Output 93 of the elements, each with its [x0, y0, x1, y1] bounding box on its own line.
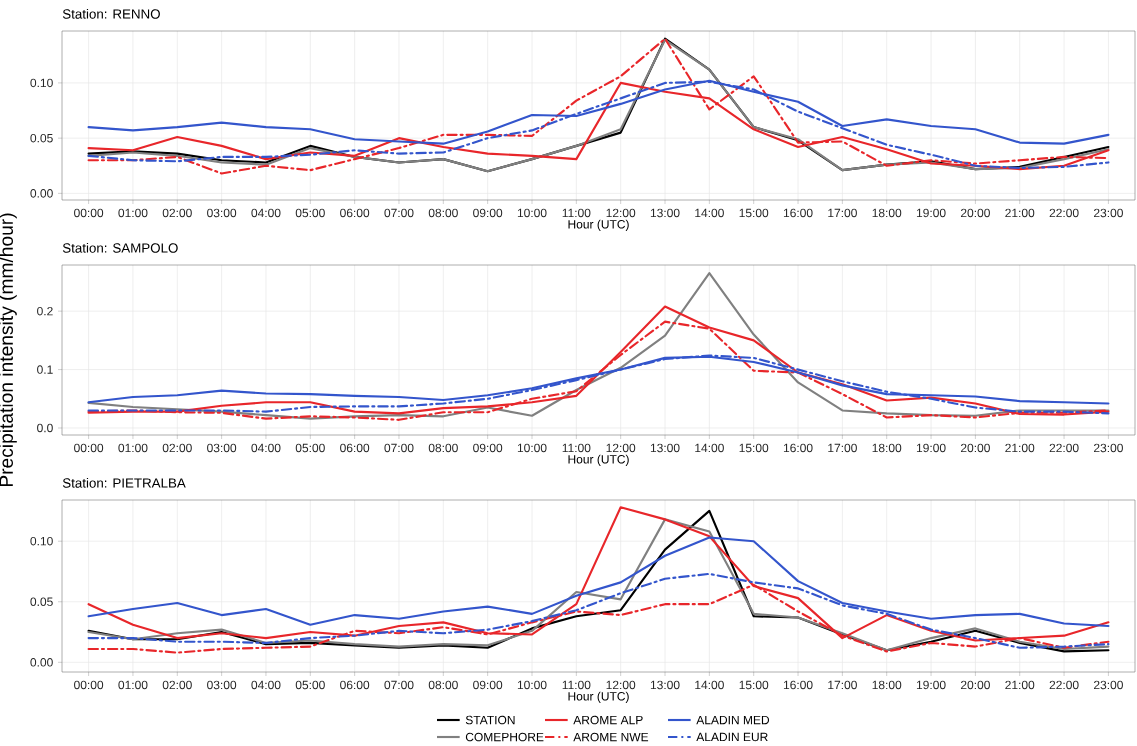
x-tick-label: 23:00 [1094, 680, 1123, 690]
x-tick-label: 19:00 [916, 443, 946, 453]
x-tick-label: 20:00 [960, 680, 990, 690]
legend-label: ALADIN EUR [696, 732, 768, 742]
x-tick-label: 15:00 [739, 208, 769, 218]
x-tick-label: 14:00 [695, 208, 724, 218]
x-tick-label: 07:00 [384, 443, 414, 453]
x-tick-label: 11:00 [562, 443, 591, 453]
x-tick-label: 16:00 [783, 208, 813, 218]
x-tick-label: 16:00 [783, 680, 813, 690]
x-tick-label: 10:00 [517, 443, 547, 453]
x-tick-label: 17:00 [828, 680, 857, 690]
legend-label: STATION [465, 715, 515, 725]
x-tick-label: 21:00 [1005, 208, 1035, 218]
x-tick-label: 22:00 [1049, 208, 1079, 218]
chart-title: Station: PIETRALBA [62, 477, 186, 488]
x-tick-label: 13:00 [650, 680, 680, 690]
x-tick-label: 00:00 [74, 443, 104, 453]
x-tick-label: 01:00 [118, 680, 148, 690]
legend-label: AROME NWE [573, 732, 649, 742]
x-tick-label: 20:00 [960, 443, 990, 453]
x-tick-label: 15:00 [739, 680, 769, 690]
x-tick-label: 14:00 [695, 443, 724, 453]
x-tick-label: 11:00 [562, 680, 591, 690]
x-tick-label: 18:00 [872, 680, 902, 690]
x-tick-label: 02:00 [162, 208, 192, 218]
x-tick-label: 12:00 [606, 680, 636, 690]
x-tick-label: 01:00 [118, 443, 148, 453]
x-tick-label: 05:00 [295, 443, 325, 453]
x-tick-label: 21:00 [1005, 680, 1035, 690]
x-tick-label: 05:00 [295, 680, 325, 690]
x-tick-label: 22:00 [1049, 680, 1079, 690]
legend-label: AROME ALP [573, 715, 643, 725]
x-axis-title: Hour (UTC) [568, 454, 629, 466]
x-tick-label: 15:00 [739, 443, 769, 453]
x-tick-label: 18:00 [872, 208, 902, 218]
x-tick-label: 13:00 [650, 208, 680, 218]
x-tick-label: 18:00 [872, 443, 902, 453]
y-tick-label: 0.10 [30, 78, 53, 88]
x-tick-label: 02:00 [162, 680, 192, 690]
x-tick-label: 11:00 [562, 208, 591, 218]
x-tick-label: 12:00 [606, 208, 636, 218]
x-axis-title: Hour (UTC) [568, 691, 629, 703]
legend-label: COMEPHORE [465, 732, 544, 742]
x-tick-label: 04:00 [251, 680, 281, 690]
x-tick-label: 17:00 [828, 443, 857, 453]
chart-title: Station: RENNO [62, 8, 160, 19]
x-tick-label: 09:00 [473, 443, 503, 453]
x-tick-label: 03:00 [207, 680, 237, 690]
x-tick-label: 09:00 [473, 680, 503, 690]
y-tick-label: 0.1 [37, 365, 53, 374]
y-tick-label: 0.10 [30, 536, 53, 546]
y-tick-label: 0.00 [30, 189, 53, 198]
x-tick-label: 14:00 [695, 680, 724, 690]
x-tick-label: 06:00 [340, 208, 370, 218]
x-tick-label: 23:00 [1094, 208, 1123, 218]
x-tick-label: 17:00 [828, 208, 857, 218]
x-tick-label: 21:00 [1005, 443, 1035, 453]
x-tick-label: 04:00 [251, 443, 281, 453]
x-tick-label: 08:00 [428, 443, 458, 453]
x-tick-label: 03:00 [207, 443, 237, 453]
y-tick-label: 0.0 [37, 423, 53, 433]
y-tick-label: 0.00 [30, 658, 53, 667]
x-tick-label: 08:00 [428, 208, 458, 218]
x-tick-label: 03:00 [207, 208, 237, 218]
x-tick-label: 09:00 [473, 208, 503, 218]
y-tick-label: 0.05 [30, 133, 53, 143]
legend-label: ALADIN MED [696, 715, 770, 725]
y-tick-label: 0.2 [37, 306, 53, 316]
x-tick-label: 06:00 [340, 680, 370, 690]
y-tick-label: 0.05 [30, 597, 53, 607]
x-tick-label: 05:00 [295, 208, 325, 218]
x-tick-label: 16:00 [783, 443, 813, 453]
x-tick-label: 12:00 [606, 443, 636, 453]
x-tick-label: 10:00 [517, 680, 547, 690]
x-axis-title: Hour (UTC) [568, 219, 629, 231]
x-tick-label: 02:00 [162, 443, 192, 453]
x-tick-label: 08:00 [428, 680, 458, 690]
chart-title: Station: SAMPOLO [62, 242, 178, 253]
x-tick-label: 06:00 [340, 443, 370, 453]
x-tick-label: 13:00 [650, 443, 680, 453]
x-tick-label: 00:00 [74, 680, 104, 690]
x-tick-label: 10:00 [517, 208, 547, 218]
x-tick-label: 00:00 [74, 208, 104, 218]
x-tick-label: 22:00 [1049, 443, 1079, 453]
x-tick-label: 23:00 [1094, 443, 1123, 453]
x-tick-label: 19:00 [916, 680, 946, 690]
x-tick-label: 07:00 [384, 208, 414, 218]
x-tick-label: 04:00 [251, 208, 281, 218]
x-tick-label: 19:00 [916, 208, 946, 218]
x-tick-label: 07:00 [384, 680, 414, 690]
x-tick-label: 01:00 [118, 208, 148, 218]
x-tick-label: 20:00 [960, 208, 990, 218]
